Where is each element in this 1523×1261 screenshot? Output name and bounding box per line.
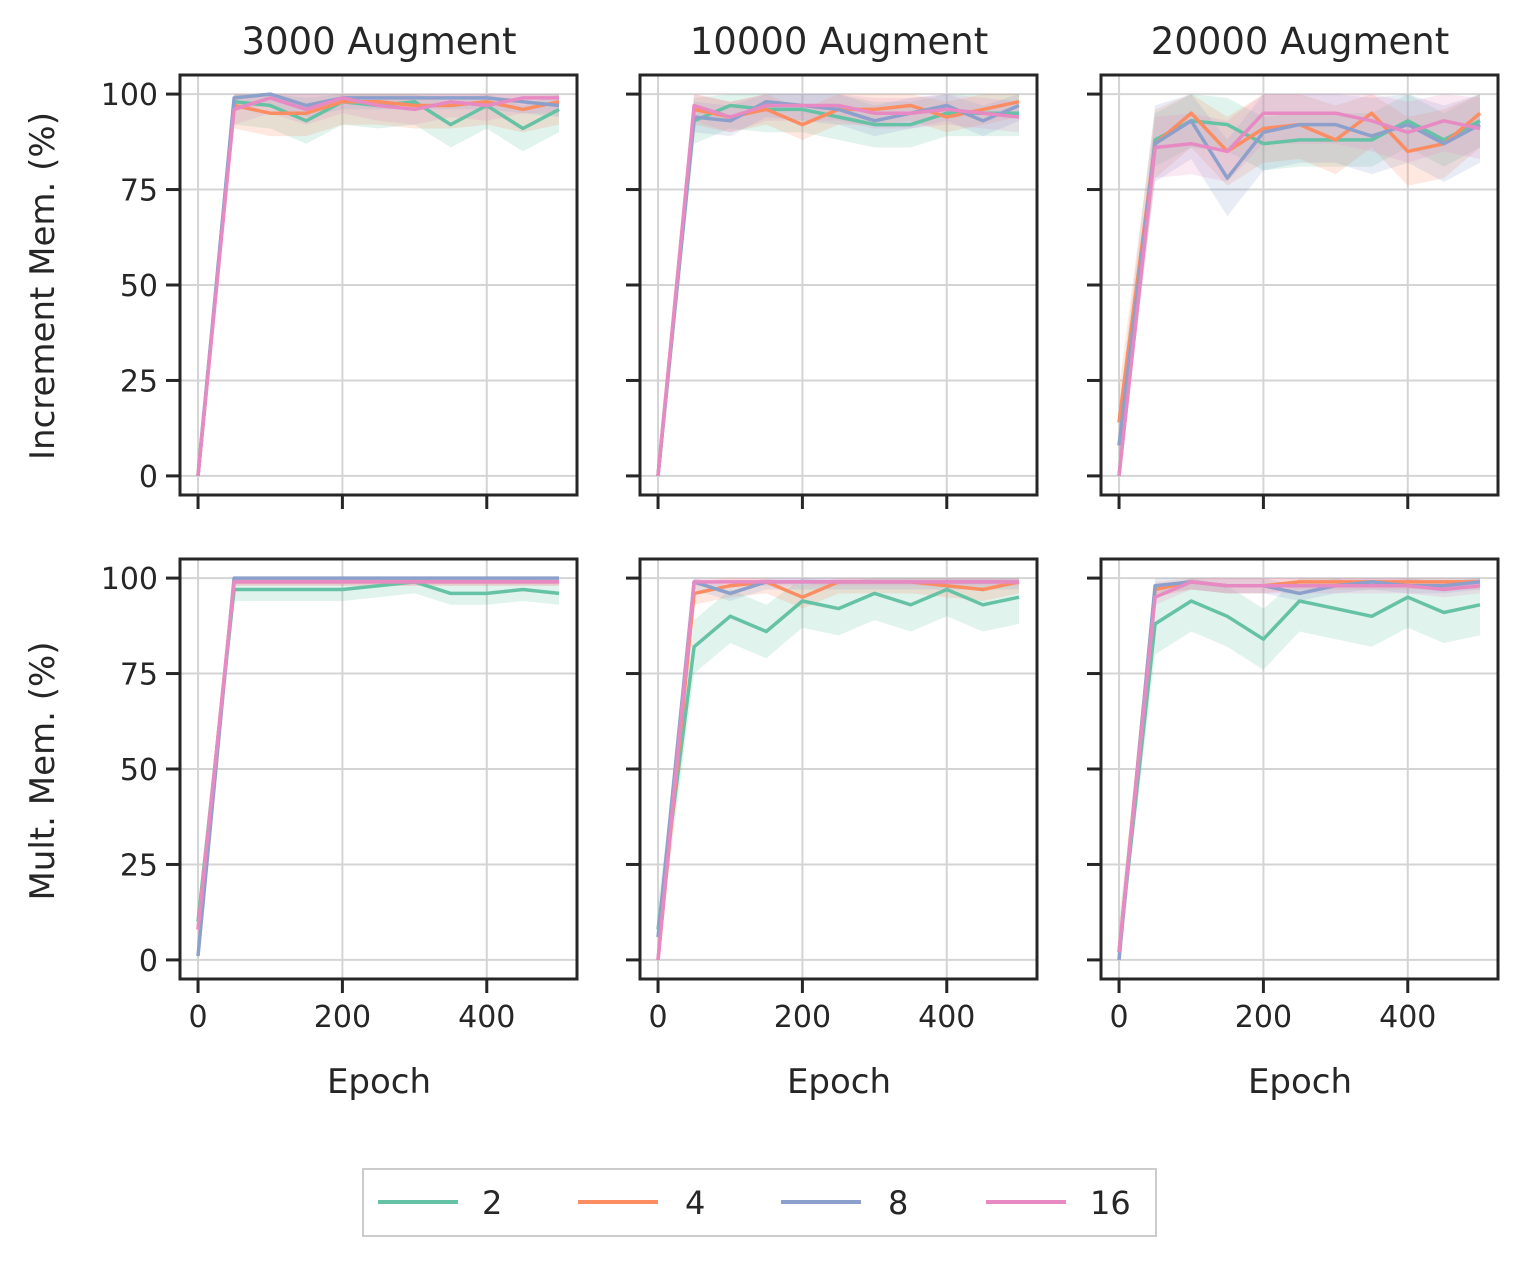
line-series-4 (656, 99, 1020, 477)
x-label-0: Epoch (327, 1062, 431, 1102)
y-tick-label-0: 0 (139, 460, 158, 495)
x-tick-label-0: 0 (1109, 1000, 1128, 1035)
line-series-2 (196, 99, 560, 477)
x-tick-label-400: 400 (1379, 1000, 1436, 1035)
band-series-4 (198, 578, 559, 937)
band-series-4 (1119, 94, 1480, 457)
y-tick-label-75: 75 (120, 174, 158, 209)
line-series-16 (656, 103, 1020, 477)
line-series-16 (1117, 580, 1481, 953)
x-tick-label-0: 0 (188, 1000, 207, 1035)
y-tick-label-50: 50 (120, 269, 158, 304)
panels-layer: 0 25 50 75 100 0 25 50 75 100 0 200 400 0 200 400 0 200 40… (101, 73, 1500, 1035)
line-series-2 (196, 580, 560, 922)
panel-r0-c1 (626, 73, 1039, 509)
x-tick-label-400: 400 (458, 1000, 515, 1035)
line-series-16 (196, 580, 559, 930)
x-tick-label-0: 0 (648, 1000, 667, 1035)
x-tick-label-200: 200 (1235, 1000, 1292, 1035)
y-tick-label-75: 75 (120, 658, 158, 693)
band-series-16 (198, 578, 559, 937)
band-series-2 (198, 94, 559, 476)
line-series-8 (196, 576, 559, 957)
line-series-2 (656, 103, 1019, 477)
y-tick-label-50: 50 (120, 753, 158, 788)
line-series-8 (656, 99, 1020, 477)
legend-label-16: 16 (1090, 1184, 1131, 1222)
band-series-2 (198, 578, 559, 934)
legend-label-4: 4 (685, 1184, 705, 1222)
line-series-2 (1117, 595, 1481, 953)
row-label-1: Mult. Mem. (%) (23, 641, 63, 900)
line-series-4 (196, 99, 560, 477)
line-series-2 (656, 587, 1020, 930)
line-series-16 (196, 96, 559, 477)
line-series-8 (196, 92, 560, 477)
y-tick-label-25: 25 (120, 364, 158, 399)
panel-r1-c0: 0 25 50 75 100 0 200 400 (101, 557, 579, 1035)
col-title-0: 3000 Augment (242, 20, 517, 63)
x-label-1: Epoch (787, 1062, 891, 1102)
band-series-16 (1119, 94, 1480, 476)
y-tick-label-25: 25 (120, 848, 158, 883)
legend: 2 4 8 16 (362, 1168, 1157, 1237)
band-series-2 (1119, 578, 1480, 960)
x-tick-label-200: 200 (314, 1000, 371, 1035)
legend-label-2: 2 (482, 1184, 502, 1222)
y-tick-label-100: 100 (101, 562, 158, 597)
panel-r0-c2 (1087, 73, 1500, 509)
row-label-0: Increment Mem. (%) (23, 112, 63, 460)
x-label-2: Epoch (1248, 1062, 1352, 1102)
legend-label-8: 8 (888, 1184, 908, 1222)
line-series-8 (1117, 119, 1481, 446)
panel-r0-c0: 0 25 50 75 100 (101, 73, 579, 509)
y-tick-label-0: 0 (139, 944, 158, 979)
x-tick-label-200: 200 (774, 1000, 831, 1035)
line-series-4 (196, 580, 559, 930)
col-title-2: 20000 Augment (1151, 20, 1449, 63)
band-series-2 (658, 578, 1019, 957)
col-title-1: 10000 Augment (690, 20, 988, 63)
band-series-8 (1119, 94, 1480, 476)
panel-r1-c2: 0 200 400 (1087, 557, 1500, 1035)
line-series-16 (656, 580, 1019, 961)
band-series-2 (1119, 94, 1480, 476)
panel-r1-c1: 0 200 400 (626, 557, 1039, 1035)
x-tick-label-400: 400 (918, 1000, 975, 1035)
y-tick-label-100: 100 (101, 78, 158, 113)
band-series-4 (198, 94, 559, 476)
line-series-16 (1117, 111, 1481, 477)
